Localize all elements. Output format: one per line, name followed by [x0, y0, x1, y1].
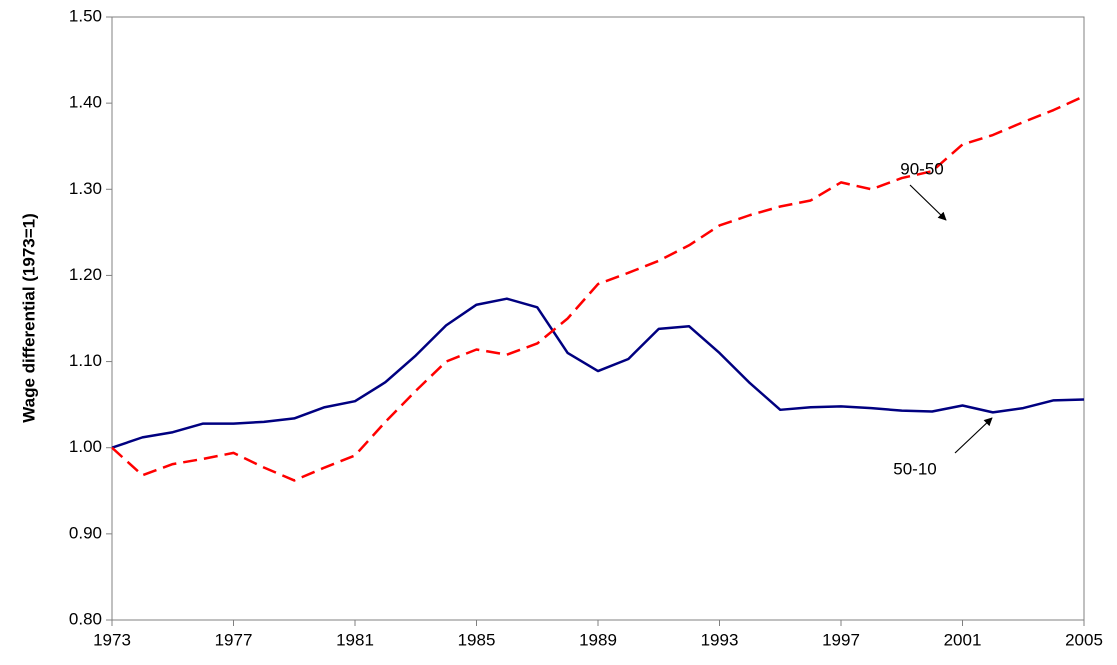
plot-area: [111, 16, 1085, 621]
series-label: 50-10: [893, 459, 936, 478]
y-axis-label: Wage differential (1973=1): [19, 213, 38, 423]
series-line: [111, 95, 1085, 482]
label-arrow: [954, 417, 993, 454]
x-tick-label: 1973: [93, 630, 131, 649]
x-tick-label: 1993: [701, 630, 739, 649]
x-tick-label: 2001: [944, 630, 982, 649]
y-tick-label: 1.00: [69, 437, 102, 456]
series-label: 90-50: [900, 159, 943, 178]
x-tick-label: 1989: [579, 630, 617, 649]
x-tick-label: 1981: [336, 630, 374, 649]
y-tick-label: 1.50: [69, 6, 102, 25]
series-line: [111, 297, 1085, 449]
x-tick-label: 2005: [1065, 630, 1103, 649]
y-tick-label: 1.30: [69, 179, 102, 198]
y-tick-label: 1.10: [69, 351, 102, 370]
x-tick-label: 1977: [215, 630, 253, 649]
y-tick-label: 0.90: [69, 523, 102, 542]
y-tick-label: 1.40: [69, 93, 102, 112]
x-tick-label: 1997: [822, 630, 860, 649]
y-tick-label: 1.20: [69, 265, 102, 284]
x-tick-label: 1985: [458, 630, 496, 649]
y-tick-label: 0.80: [69, 609, 102, 628]
label-arrow: [909, 184, 947, 221]
